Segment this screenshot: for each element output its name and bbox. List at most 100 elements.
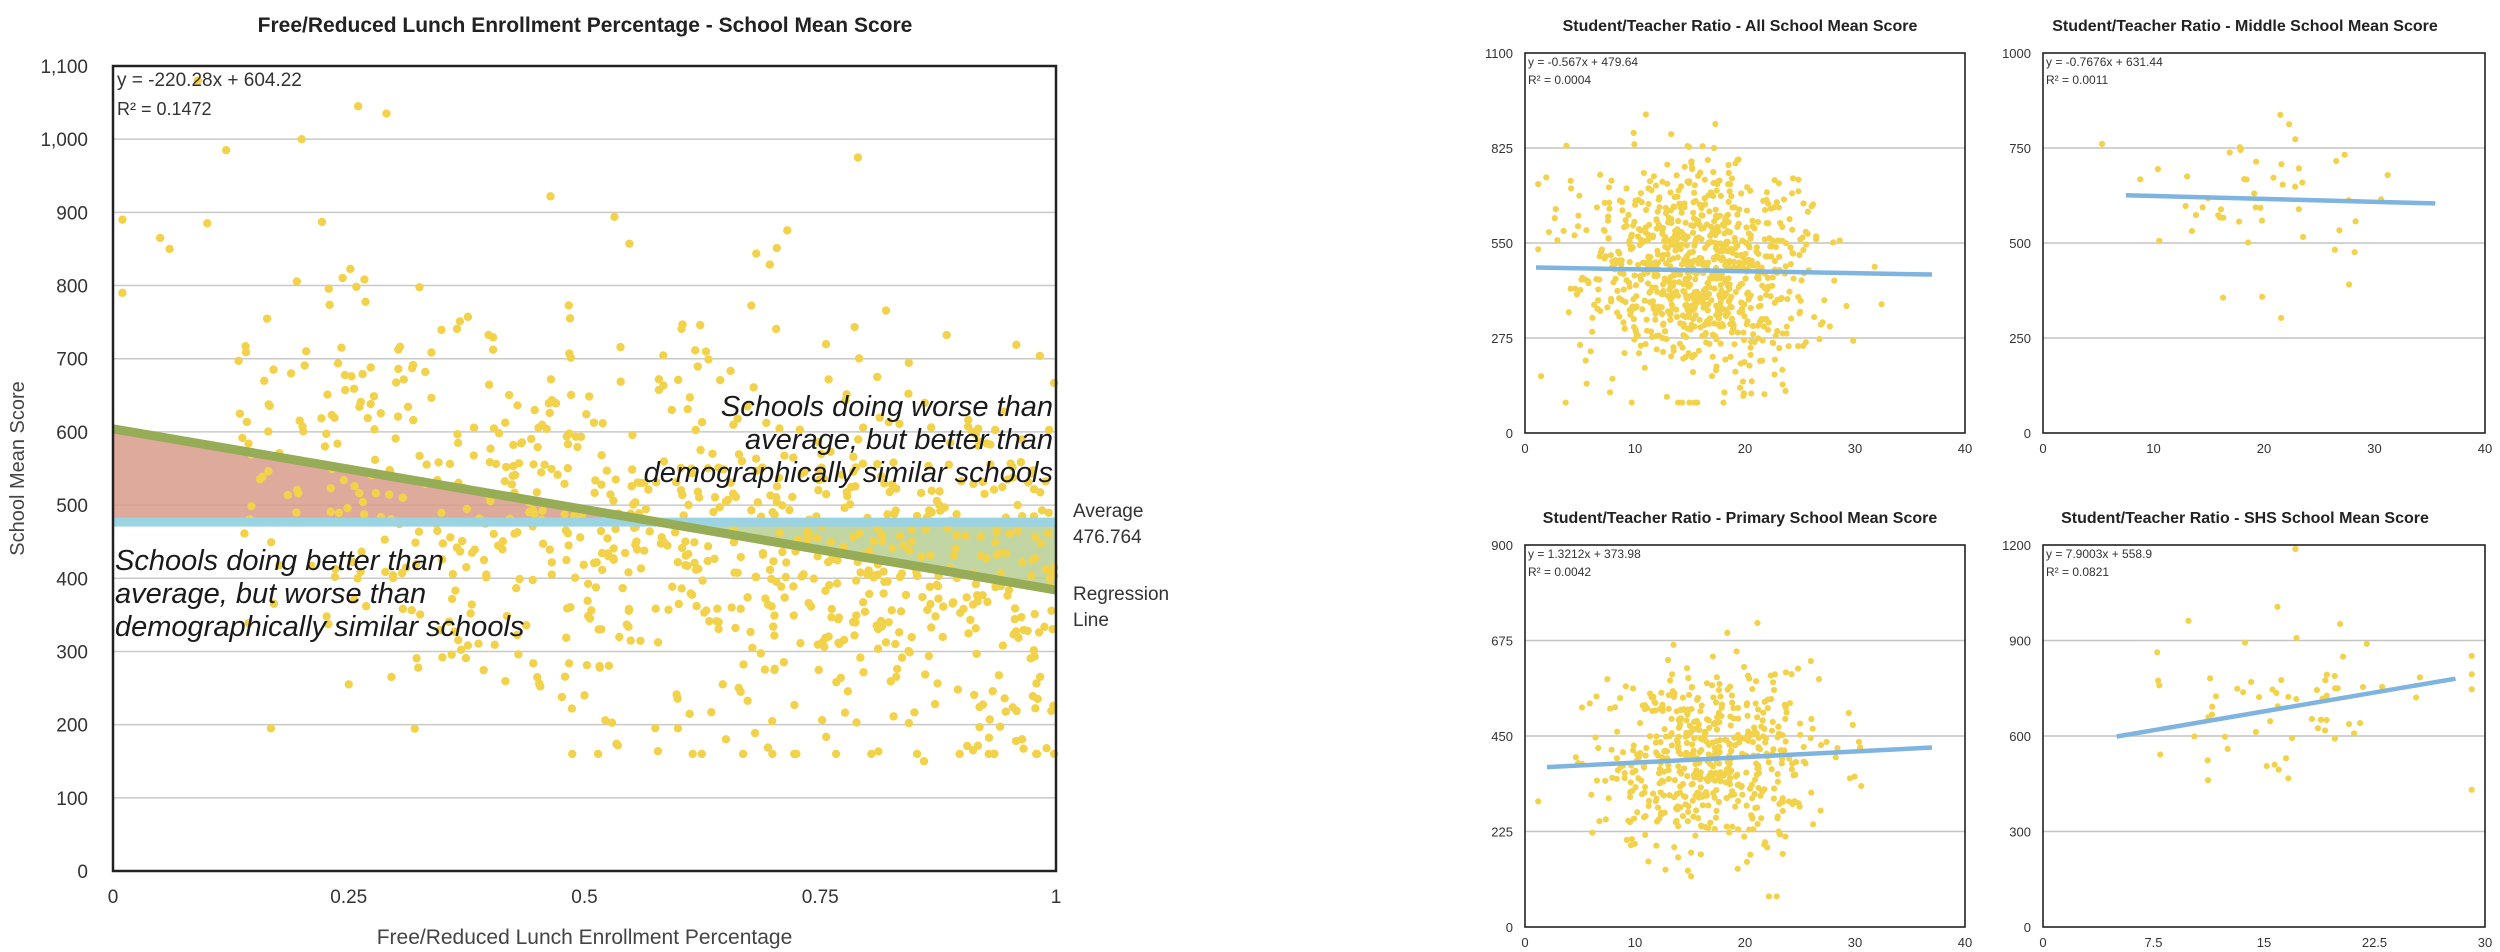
- data-point: [1605, 795, 1612, 802]
- data-point: [1746, 362, 1753, 369]
- data-point: [1655, 303, 1662, 310]
- data-point: [2185, 617, 2192, 624]
- data-point: [1780, 196, 1788, 203]
- data-point: [986, 440, 995, 449]
- data-point: [1696, 316, 1703, 324]
- data-point: [624, 622, 633, 631]
- data-point: [1779, 366, 1786, 373]
- data-point: [1726, 829, 1733, 836]
- data-point: [1696, 254, 1703, 262]
- data-point: [2275, 766, 2282, 773]
- data-point: [841, 396, 850, 405]
- data-point: [624, 606, 634, 615]
- data-point: [1662, 866, 1669, 873]
- data-point: [1679, 694, 1687, 701]
- data-point: [1726, 775, 1734, 782]
- data-point: [1675, 217, 1682, 225]
- data-point: [671, 477, 681, 487]
- data-point: [1722, 276, 1729, 283]
- data-point: [729, 420, 738, 429]
- data-point: [1567, 177, 1574, 184]
- data-point: [824, 375, 833, 384]
- data-point: [467, 600, 477, 609]
- data-point: [1710, 144, 1718, 152]
- data-point: [1734, 211, 1741, 218]
- data-point: [1754, 714, 1761, 721]
- x-tick-label: 22.5: [2362, 935, 2387, 950]
- y-tick-label: 900: [56, 203, 88, 224]
- data-point: [1645, 858, 1652, 865]
- data-point: [1622, 683, 1629, 690]
- data-point: [616, 377, 625, 386]
- data-point: [2257, 204, 2264, 211]
- data-point: [1017, 612, 1026, 622]
- data-point: [2224, 745, 2231, 752]
- data-point: [1699, 143, 1706, 150]
- data-point: [1601, 199, 1608, 206]
- data-point: [990, 538, 1000, 547]
- data-point: [1723, 823, 1730, 830]
- data-point: [1683, 717, 1690, 724]
- data-point: [2270, 174, 2277, 181]
- data-point: [1702, 201, 1709, 208]
- data-point: [679, 511, 688, 520]
- data-point: [1615, 248, 1622, 255]
- data-point: [1016, 458, 1026, 467]
- data-point: [709, 507, 718, 517]
- data-point: [1629, 787, 1636, 795]
- data-point: [924, 461, 933, 471]
- data-point: [500, 476, 510, 486]
- data-point: [1726, 741, 1733, 748]
- data-point: [292, 508, 301, 517]
- data-point: [767, 716, 777, 726]
- data-point: [2252, 728, 2260, 736]
- data-point: [907, 632, 916, 642]
- data-point: [452, 543, 462, 552]
- data-point: [834, 615, 843, 624]
- data-point: [435, 625, 445, 635]
- data-point: [1668, 730, 1675, 737]
- data-point: [445, 459, 455, 469]
- data-point: [1775, 204, 1782, 211]
- y-tick-label: 600: [56, 423, 88, 444]
- data-point: [1692, 197, 1699, 205]
- data-point: [2184, 173, 2191, 180]
- data-point: [1622, 217, 1629, 224]
- data-point: [1747, 351, 1754, 358]
- data-point: [2323, 692, 2330, 699]
- data-point: [1730, 791, 1738, 798]
- data-point: [1725, 298, 1732, 305]
- data-point: [629, 500, 638, 509]
- data-point: [2317, 716, 2325, 723]
- data-point: [1628, 399, 1635, 406]
- data-point: [433, 526, 442, 536]
- data-point: [765, 260, 775, 269]
- y-tick-label: 900: [1491, 538, 1513, 553]
- data-point: [883, 577, 892, 586]
- data-point: [484, 330, 493, 340]
- data-point: [564, 301, 573, 310]
- data-point: [1684, 772, 1691, 780]
- data-point: [399, 375, 408, 384]
- data-point: [1630, 747, 1637, 754]
- data-point: [1703, 339, 1710, 346]
- data-point: [721, 497, 731, 506]
- data-point: [1719, 221, 1727, 228]
- data-point: [988, 687, 997, 696]
- data-point: [1731, 734, 1738, 741]
- data-point: [927, 623, 936, 632]
- data-point: [1535, 180, 1542, 188]
- data-point: [1652, 739, 1660, 746]
- data-point: [1692, 276, 1699, 283]
- data-point: [2359, 684, 2367, 691]
- data-point: [1668, 241, 1675, 248]
- data-point: [1725, 181, 1732, 188]
- data-point: [921, 524, 931, 534]
- data-point: [2345, 281, 2353, 288]
- data-point: [865, 589, 874, 599]
- data-point: [1543, 174, 1550, 181]
- data-point: [366, 399, 375, 409]
- data-point: [1642, 229, 1649, 236]
- x-tick-label: 20: [1738, 441, 1752, 456]
